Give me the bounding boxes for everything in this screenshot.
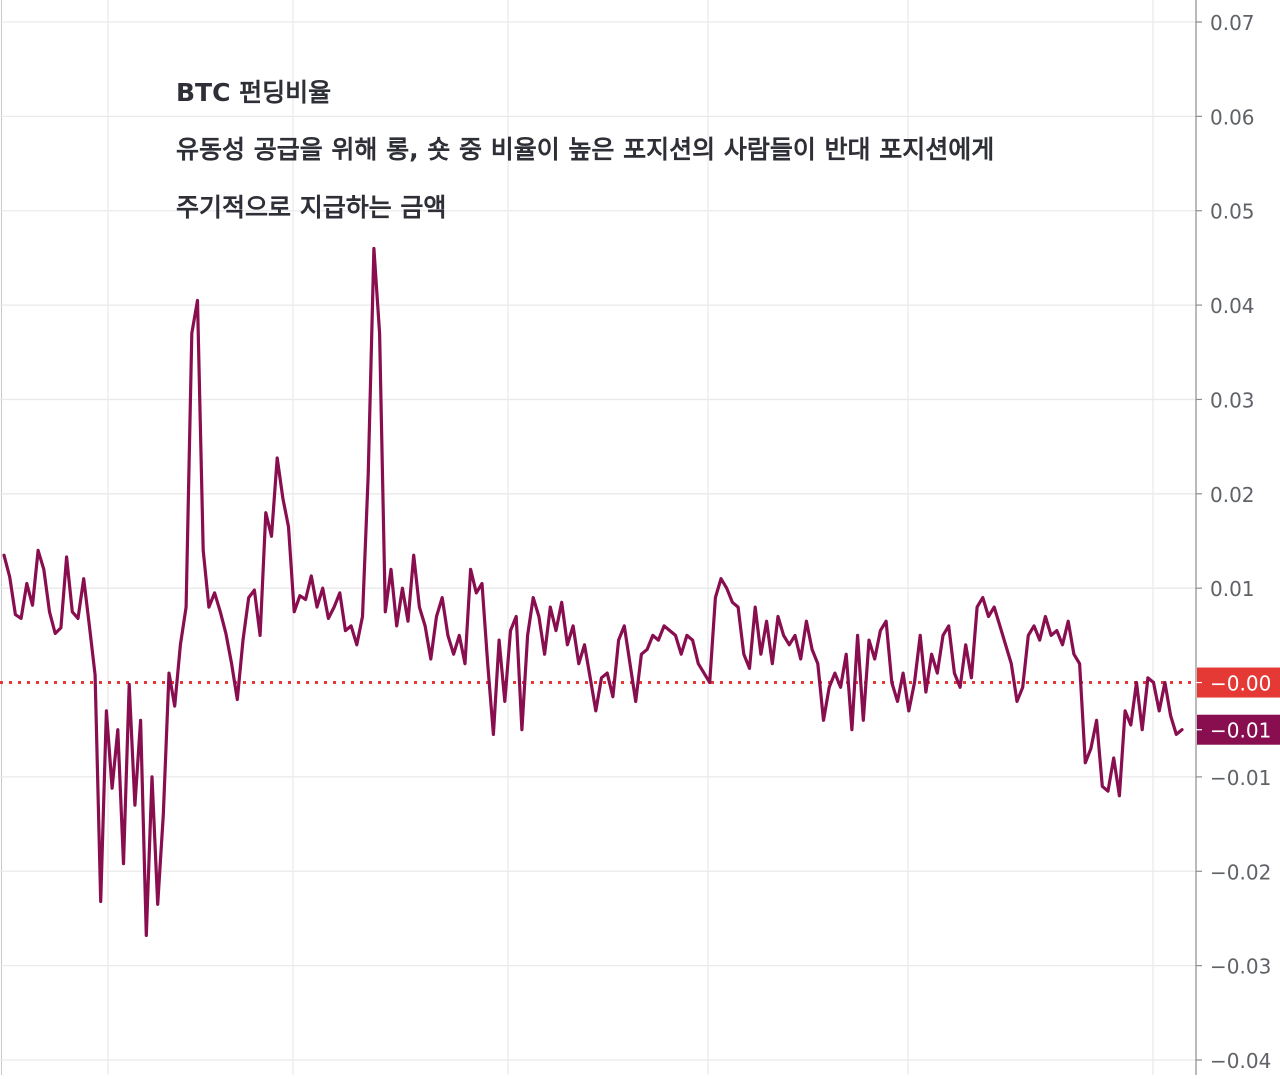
chart-annotation-title: BTC 펀딩비율 (176, 78, 332, 107)
y-tick-label: 0.03 (1210, 388, 1255, 412)
chart-annotation-line-2: 주기적으로 지급하는 금액 (176, 193, 447, 222)
y-tick-label: 0.06 (1210, 105, 1255, 129)
y-tick-label: −0.01 (1210, 766, 1271, 790)
y-tick-label: 0.07 (1210, 11, 1255, 35)
y-tick-label: −0.04 (1210, 1049, 1271, 1073)
y-tick-label: 0.04 (1210, 294, 1255, 318)
reference-value-label: −0.00 (1210, 672, 1271, 696)
y-tick-label: 0.05 (1210, 200, 1255, 224)
chart-annotation-line-1: 유동성 공급을 위해 롱, 숏 중 비율이 높은 포지션의 사람들이 반대 포지… (176, 135, 995, 164)
axis-badges: −0.00 −0.01 (1196, 667, 1280, 745)
y-axis: 0.07 0.06 0.05 0.04 0.03 0.02 0.01 −0.01 −0.02 −0… (1195, 0, 1271, 1075)
funding-rate-line (2, 246, 1184, 938)
y-tick-label: −0.02 (1210, 860, 1271, 884)
y-tick-label: 0.02 (1210, 483, 1255, 507)
reference-value-badge (1197, 667, 1280, 698)
last-value-label: −0.01 (1210, 719, 1271, 743)
last-value-badge (1197, 714, 1280, 745)
series-layer (2, 246, 1184, 938)
y-tick-label: −0.03 (1210, 955, 1271, 979)
y-tick-label: 0.01 (1210, 577, 1255, 601)
